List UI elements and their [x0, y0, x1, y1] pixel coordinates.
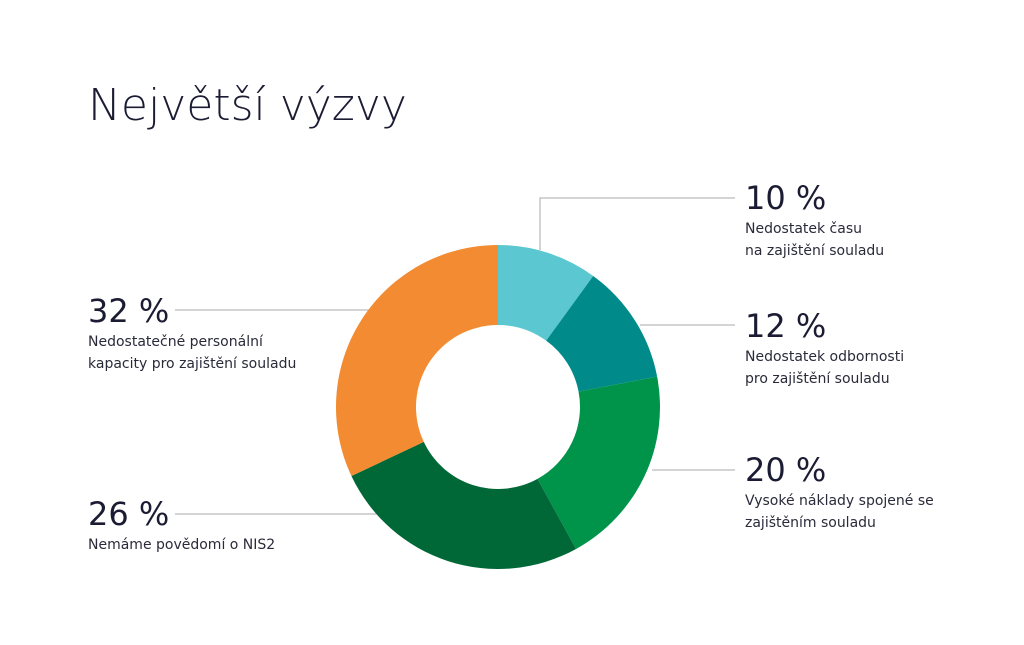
chart-title: Největší výzvy	[88, 80, 407, 131]
donut-slice	[336, 244, 498, 476]
value-label: 10 %	[745, 179, 827, 217]
category-label: Nedostatečné personální kapacity pro zaj…	[88, 334, 297, 372]
slice-label: 32 % Nedostatečné personální kapacity pro…	[88, 291, 296, 375]
slice-label: 10 % Nedostatek času na zajištění souladu	[745, 178, 884, 262]
category-label: Nemáme povědomí o NIS2	[88, 537, 276, 553]
slice-label: 20 % Vysoké náklady spojené se zajištěním…	[745, 450, 934, 534]
value-label: 32 %	[88, 292, 170, 330]
donut-slice	[351, 441, 577, 569]
value-label: 26 %	[88, 495, 170, 533]
slice-label: 12 % Nedostatek odbornosti pro zajištění …	[745, 306, 904, 390]
slice-label: 26 % Nemáme povědomí o NIS2	[88, 494, 275, 556]
category-label: Vysoké náklady spojené se zajištěním sou…	[745, 493, 934, 531]
category-label: Nedostatek času na zajištění souladu	[745, 221, 885, 259]
value-label: 12 %	[745, 307, 827, 345]
donut-slice	[537, 376, 660, 549]
donut-slice	[498, 245, 594, 341]
category-label: Nedostatek odbornosti pro zajištění soul…	[745, 349, 905, 387]
donut-slice	[546, 275, 658, 392]
value-label: 20 %	[745, 451, 827, 489]
leader-line	[539, 197, 735, 250]
